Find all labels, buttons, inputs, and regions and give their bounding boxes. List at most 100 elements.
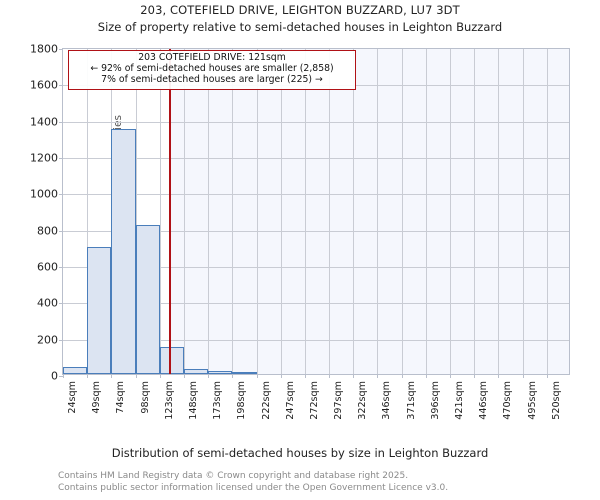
x-gridline bbox=[522, 49, 524, 374]
x-gridline bbox=[353, 49, 355, 374]
x-tick-mark bbox=[401, 374, 403, 378]
histogram-bar bbox=[63, 366, 88, 374]
y-tick-mark bbox=[59, 303, 63, 305]
property-size-marker-line bbox=[168, 49, 171, 374]
x-tick-label: 98sqm bbox=[139, 381, 151, 414]
histogram-bar bbox=[183, 368, 209, 374]
histogram-bar bbox=[135, 225, 160, 374]
x-gridline bbox=[183, 49, 185, 374]
x-tick-label: 346sqm bbox=[381, 381, 393, 420]
y-gridline bbox=[63, 303, 569, 305]
x-tick-mark bbox=[159, 374, 161, 378]
x-axis-title: Distribution of semi-detached houses by … bbox=[111, 446, 489, 460]
x-tick-label: 24sqm bbox=[67, 381, 78, 414]
x-tick-mark bbox=[498, 374, 500, 378]
y-tick-mark bbox=[59, 339, 63, 341]
x-tick-label: 173sqm bbox=[212, 381, 224, 420]
chart-title: 203, COTEFIELD DRIVE, LEIGHTON BUZZARD, … bbox=[140, 3, 460, 17]
x-tick-mark bbox=[280, 374, 282, 378]
histogram-bar bbox=[232, 372, 257, 374]
x-gridline bbox=[87, 49, 89, 374]
x-tick-mark bbox=[377, 374, 379, 378]
y-tick-label: 200 bbox=[37, 333, 58, 347]
y-tick-mark bbox=[59, 85, 63, 87]
x-tick-mark bbox=[183, 374, 185, 378]
x-gridline bbox=[208, 49, 210, 374]
x-tick-label: 421sqm bbox=[454, 381, 466, 420]
x-tick-mark bbox=[353, 374, 355, 378]
y-tick-mark bbox=[59, 194, 63, 196]
y-tick-label: 1000 bbox=[30, 187, 58, 201]
y-tick-label: 1600 bbox=[30, 78, 58, 92]
x-tick-mark bbox=[546, 374, 548, 378]
x-tick-label: 495sqm bbox=[526, 381, 538, 420]
y-gridline bbox=[63, 194, 569, 196]
footer-line-2: Contains public sector information licen… bbox=[58, 483, 449, 494]
x-gridline bbox=[232, 49, 234, 374]
y-tick-label: 600 bbox=[37, 260, 58, 274]
x-tick-label: 322sqm bbox=[357, 381, 369, 420]
x-tick-label: 272sqm bbox=[308, 381, 320, 420]
y-gridline bbox=[63, 158, 569, 159]
y-tick-mark bbox=[59, 121, 63, 123]
histogram-bar bbox=[111, 128, 136, 374]
x-tick-label: 222sqm bbox=[260, 381, 272, 420]
y-tick-mark bbox=[59, 267, 63, 268]
x-gridline bbox=[377, 49, 379, 374]
x-tick-label: 396sqm bbox=[429, 381, 441, 420]
plot-area: Number of semi-detached properties 02004… bbox=[30, 43, 570, 420]
x-tick-mark bbox=[111, 374, 113, 378]
x-tick-mark bbox=[474, 374, 476, 378]
x-tick-mark bbox=[135, 374, 137, 378]
x-tick-mark bbox=[329, 374, 331, 378]
x-gridline bbox=[280, 49, 282, 374]
x-tick-mark bbox=[232, 374, 234, 378]
histogram-bar bbox=[208, 370, 233, 374]
y-tick-label: 1800 bbox=[30, 42, 58, 56]
x-gridline bbox=[546, 49, 548, 374]
x-tick-label: 520sqm bbox=[550, 381, 562, 420]
x-tick-label: 446sqm bbox=[478, 381, 490, 420]
x-gridline bbox=[401, 49, 403, 374]
y-gridline bbox=[63, 230, 569, 232]
x-tick-label: 74sqm bbox=[115, 381, 127, 414]
x-tick-mark bbox=[522, 374, 524, 378]
x-gridline bbox=[450, 49, 452, 374]
y-tick-label: 0 bbox=[51, 369, 58, 383]
x-gridline bbox=[159, 49, 161, 374]
x-tick-label: 247sqm bbox=[284, 381, 296, 420]
annotation-line-1: 203 COTEFIELD DRIVE: 121sqm bbox=[138, 52, 286, 63]
x-tick-label: 49sqm bbox=[91, 381, 103, 414]
x-gridline bbox=[135, 49, 137, 374]
y-tick-mark bbox=[59, 230, 63, 232]
larger-properties-region bbox=[168, 49, 569, 374]
x-tick-mark bbox=[450, 374, 452, 378]
x-gridline bbox=[329, 49, 331, 374]
y-tick-label: 1400 bbox=[30, 115, 58, 129]
x-tick-mark bbox=[87, 374, 89, 378]
y-tick-mark bbox=[59, 49, 63, 50]
x-gridline bbox=[425, 49, 427, 374]
property-annotation-box: 203 COTEFIELD DRIVE: 121sqm ← 92% of sem… bbox=[68, 50, 356, 90]
footer-attribution: Contains HM Land Registry data © Crown c… bbox=[58, 470, 598, 494]
x-tick-label: 123sqm bbox=[163, 381, 175, 420]
x-gridline bbox=[498, 49, 500, 374]
y-tick-label: 400 bbox=[37, 296, 58, 310]
y-gridline bbox=[63, 339, 569, 341]
x-gridline bbox=[256, 49, 258, 374]
histogram-bar bbox=[87, 246, 112, 374]
x-tick-label: 371sqm bbox=[405, 381, 417, 420]
x-gridline bbox=[304, 49, 306, 374]
annotation-line-3: 7% of semi-detached houses are larger (2… bbox=[101, 73, 323, 85]
y-tick-mark bbox=[59, 158, 63, 159]
y-tick-mark bbox=[59, 376, 63, 377]
x-tick-mark bbox=[208, 374, 210, 378]
y-gridline bbox=[63, 121, 569, 123]
x-tick-mark bbox=[63, 374, 64, 378]
x-gridline bbox=[474, 49, 476, 374]
x-tick-label: 148sqm bbox=[187, 381, 199, 420]
y-tick-label: 1200 bbox=[30, 151, 58, 165]
x-tick-label: 297sqm bbox=[333, 381, 345, 420]
x-tick-label: 470sqm bbox=[502, 381, 514, 420]
